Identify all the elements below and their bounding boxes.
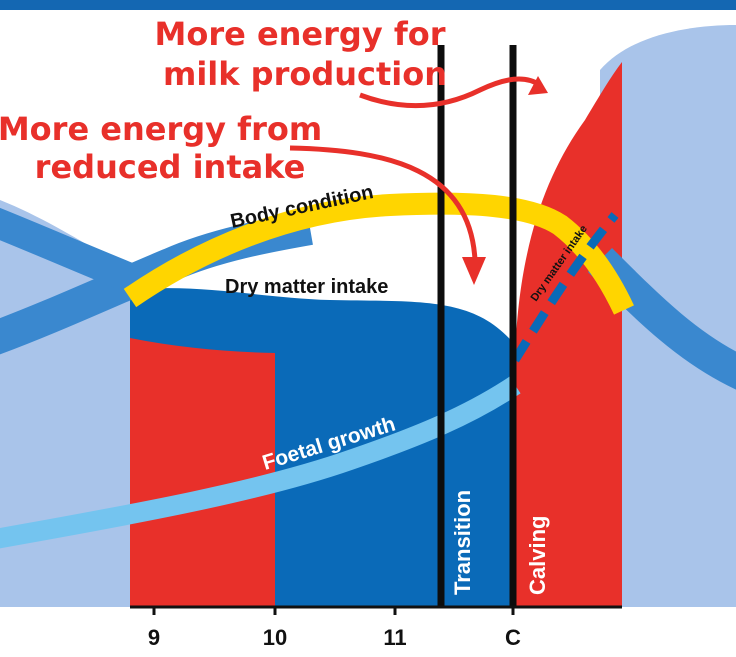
dry-matter-intake-label: Dry matter intake: [225, 276, 388, 298]
x-tick-label-9: 9: [148, 625, 160, 650]
top-bar: [0, 0, 736, 10]
intake-energy-annotation-line1: More energy from: [0, 110, 322, 148]
far-off-dry-area: [130, 338, 275, 607]
dry-matter-intake-band-left: [0, 207, 141, 294]
milk-energy-annotation-line1: More energy for: [154, 15, 445, 53]
body-condition-curve: [123, 192, 634, 315]
milk-energy-arrowhead: [528, 76, 548, 95]
intake-energy-arrow: [289, 145, 478, 261]
calving-label: Calving: [525, 516, 550, 595]
x-tick-label-10: 10: [263, 625, 287, 650]
dry-matter-intake-dashed: [511, 212, 619, 363]
milk-energy-arrow: [359, 76, 542, 109]
milk-energy-annotation-line2: milk production: [163, 55, 447, 93]
x-tick-label-11: 11: [383, 625, 406, 650]
milk-production-area: [515, 62, 622, 607]
transition-label: Transition: [450, 490, 475, 595]
intake-energy-arrowhead: [462, 257, 486, 285]
x-tick-label-c: C: [505, 625, 521, 650]
intake-energy-annotation-line2: reduced intake: [35, 148, 306, 186]
foetal-growth-curve: [0, 376, 521, 549]
